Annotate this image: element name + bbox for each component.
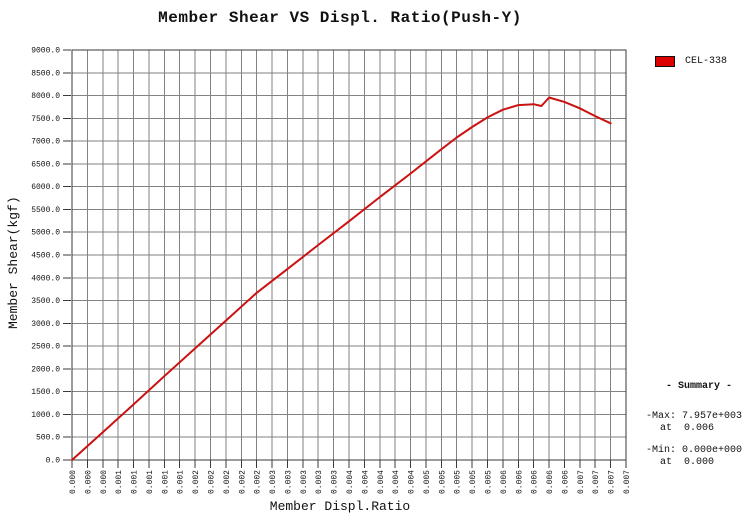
x-tick-label: 0.003 [331,470,340,494]
x-tick-label: 0.005 [423,470,432,494]
summary-min-at: at 0.000 [660,457,715,468]
x-tick-label: 0.003 [315,470,324,494]
x-tick-label: 0.002 [223,470,232,494]
y-tick-label: 8000.0 [31,92,60,101]
plot-border [71,49,627,461]
x-tick-label: 0.001 [177,470,186,494]
y-tick-label: 4500.0 [31,252,60,261]
y-tick-label: 500.0 [36,434,60,443]
summary-heading: - Summary - [665,381,732,392]
x-tick-label: 0.004 [361,470,370,494]
x-tick-label: 0.005 [454,470,463,494]
x-tick-label: 0.005 [469,470,478,494]
x-tick-label: 0.006 [531,470,540,494]
y-axis-title: Member Shear(kgf) [6,196,21,329]
x-tick-label: 0.006 [561,470,570,494]
y-tick-label: 4000.0 [31,274,60,283]
x-axis-title: Member Displ.Ratio [269,499,411,514]
y-tick-label: 7500.0 [31,115,60,124]
summary-max-value: -Max: 7.957e+003 [646,411,743,422]
x-tick-label: 0.002 [208,470,217,494]
series-line [71,96,612,461]
y-tick-label: 0.0 [46,457,61,466]
x-tick-label: 0.007 [577,470,586,494]
x-tick-label: 0.007 [592,470,601,494]
x-tick-label: 0.002 [254,470,263,494]
x-tick-label: 0.002 [238,470,247,494]
x-tick-label: 0.001 [131,470,140,494]
x-tick-label: 0.001 [161,470,170,494]
x-tick-label: 0.006 [515,470,524,494]
x-tick-label: 0.000 [100,470,109,494]
chart-title: Member Shear VS Displ. Ratio(Push-Y) [158,9,522,27]
x-tick-label: 0.003 [284,470,293,494]
y-tick-label: 9000.0 [31,47,60,56]
y-tick-label: 3500.0 [31,297,60,306]
y-tick-label: 5000.0 [31,229,60,238]
y-tick-label: 6500.0 [31,160,60,169]
x-tick-label: 0.003 [300,470,309,494]
summary-panel: - Summary - -Max: 7.957e+003 at 0.006 -M… [644,0,754,521]
x-tick-label: 0.007 [623,470,632,494]
x-tick-label: 0.001 [115,470,124,494]
x-tick-label: 0.005 [485,470,494,494]
x-tick-label: 0.003 [269,470,278,494]
legend-series-label: CEL-338 [685,56,728,67]
y-tick-label: 5500.0 [31,206,60,215]
x-tick-label: 0.006 [500,470,509,494]
y-tick-label: 3000.0 [31,320,60,329]
summary-max-at: at 0.006 [660,423,715,434]
summary-min-value: -Min: 0.000e+000 [646,445,743,456]
legend: CEL-338 [655,56,727,67]
y-tick-label: 7000.0 [31,138,60,147]
legend-swatch-icon [655,56,675,67]
y-tick-label: 1500.0 [31,388,60,397]
x-tick-label: 0.004 [392,470,401,494]
x-tick-label: 0.005 [438,470,447,494]
x-tick-label: 0.004 [346,470,355,494]
y-tick-label: 2000.0 [31,365,60,374]
y-tick-label: 2500.0 [31,343,60,352]
x-tick-label: 0.002 [192,470,201,494]
y-tick-label: 8500.0 [31,69,60,78]
y-tick-label: 6000.0 [31,183,60,192]
x-tick-label: 0.000 [84,470,93,494]
x-tick-label: 0.004 [408,470,417,494]
y-tick-label: 1000.0 [31,411,60,420]
x-tick-label: 0.004 [377,470,386,494]
x-tick-label: 0.007 [608,470,617,494]
x-tick-label: 0.001 [146,470,155,494]
x-tick-label: 0.006 [546,470,555,494]
x-tick-label: 0.000 [69,470,78,494]
